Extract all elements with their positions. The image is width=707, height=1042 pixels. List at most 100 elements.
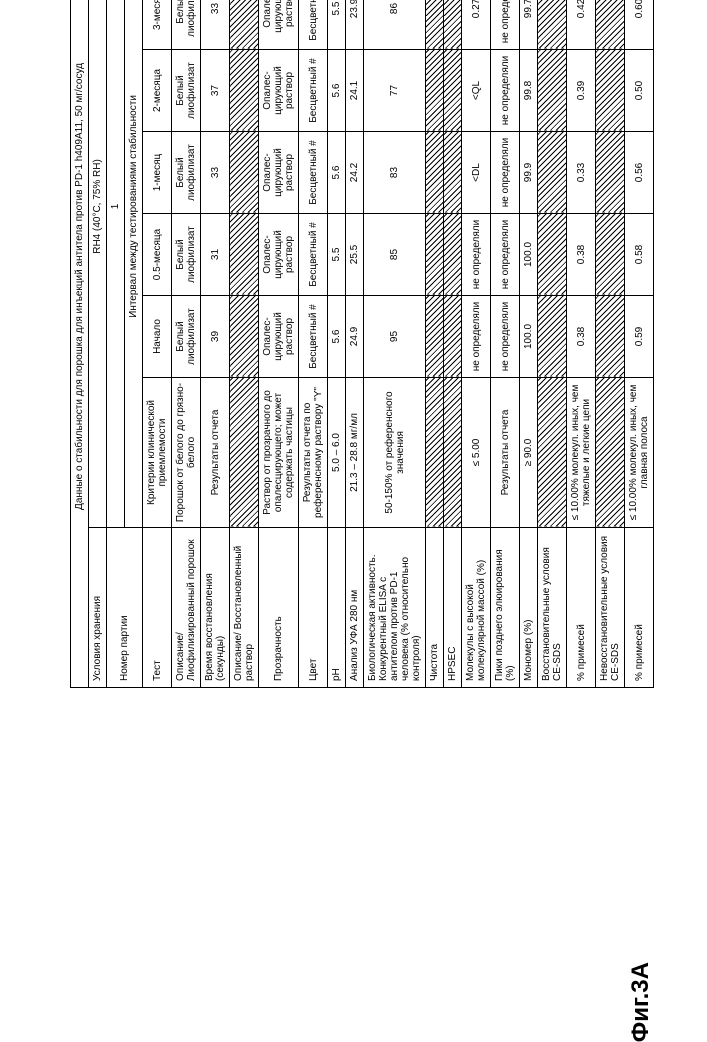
row-5-test: pH — [328, 528, 346, 688]
row-15-v1 — [596, 214, 625, 296]
col-criteria: Критерии клинической приемлемости — [143, 378, 172, 528]
row-13-v3 — [538, 50, 567, 132]
row-5-v2: 5.6 — [328, 132, 346, 214]
row-5-v1: 5.5 — [328, 214, 346, 296]
timepoint-4: 3-месяца — [143, 0, 172, 50]
row-6-v2: 24.2 — [346, 132, 364, 214]
row-9-v3 — [444, 50, 462, 132]
row-15-v0 — [596, 296, 625, 378]
row-8-v1 — [426, 214, 444, 296]
batch-label: Номер партии — [107, 528, 143, 688]
row-7-test: Биологическая активность. Конкурентный E… — [364, 528, 426, 688]
row-1-v1: 31 — [201, 214, 230, 296]
row-7-v3: 77 — [364, 50, 426, 132]
row-6-v1: 25.5 — [346, 214, 364, 296]
row-11-test: Пики позднего элюирования (%) — [491, 528, 520, 688]
row-8-v3 — [426, 50, 444, 132]
row-12-v3: 99.8 — [520, 50, 538, 132]
interval-label: Интервал между тестированиями стабильнос… — [125, 0, 143, 528]
row-14-v0: 0.38 — [567, 296, 596, 378]
row-9-v1 — [444, 214, 462, 296]
row-5-v4: 5.5 — [328, 0, 346, 50]
figure-label: Фиг.3А — [627, 962, 655, 1042]
row-11-v4: не определяли — [491, 0, 520, 50]
row-8-test: Чистота — [426, 528, 444, 688]
row-6-crit: 21.3 – 28.8 мг/мл — [346, 378, 364, 528]
row-11-crit: Результаты отчета — [491, 378, 520, 528]
row-3-test: Прозрачность — [259, 528, 299, 688]
row-14-test: % примесей — [567, 528, 596, 688]
stability-table-wrap: Данные о стабильности для порошка для ин… — [70, 113, 654, 688]
row-2-v4 — [230, 0, 259, 50]
row-2-v1 — [230, 214, 259, 296]
row-15-v4 — [596, 0, 625, 50]
row-0-v0: Белый лиофилизат — [172, 296, 201, 378]
batch-value: 1 — [107, 0, 125, 528]
row-11-v0: не определяли — [491, 296, 520, 378]
row-0-v1: Белый лиофилизат — [172, 214, 201, 296]
row-4-crit: Результаты отчета по референсному раство… — [299, 378, 328, 528]
timepoint-2: 1-месяц — [143, 132, 172, 214]
row-8-crit — [426, 378, 444, 528]
row-9-test: HPSEC — [444, 528, 462, 688]
timepoint-3: 2-месяца — [143, 50, 172, 132]
row-12-v2: 99.9 — [520, 132, 538, 214]
row-1-v2: 33 — [201, 132, 230, 214]
row-16-v3: 0.50 — [625, 50, 654, 132]
row-14-v4: 0.42 — [567, 0, 596, 50]
row-1-crit: Результаты отчета — [201, 378, 230, 528]
row-0-v2: Белый лиофилизат — [172, 132, 201, 214]
row-14-v2: 0.33 — [567, 132, 596, 214]
row-5-v3: 5.6 — [328, 50, 346, 132]
row-16-v4: 0.60 — [625, 0, 654, 50]
row-13-v1 — [538, 214, 567, 296]
row-3-crit: Раствор от прозрачного до опалесцирующег… — [259, 378, 299, 528]
row-4-v3: Бесцветный # — [299, 50, 328, 132]
row-0-v3: Белый лиофилизат — [172, 50, 201, 132]
row-10-v3: <QL — [462, 50, 491, 132]
row-6-test: Анализ УФА 280 нм — [346, 528, 364, 688]
row-11-v2: не определяли — [491, 132, 520, 214]
row-4-v4: Бесцветный # — [299, 0, 328, 50]
row-13-v0 — [538, 296, 567, 378]
row-12-v0: 100.0 — [520, 296, 538, 378]
timepoint-0: Начало — [143, 296, 172, 378]
storage-cond-label: Условия хранения — [89, 528, 107, 688]
row-1-test: Время восстановления (секунды) — [201, 528, 230, 688]
row-9-v0 — [444, 296, 462, 378]
row-2-crit — [230, 378, 259, 528]
row-12-v1: 100.0 — [520, 214, 538, 296]
row-10-v1: не определяли — [462, 214, 491, 296]
row-9-crit — [444, 378, 462, 528]
row-9-v4 — [444, 0, 462, 50]
row-4-v1: Бесцветный # — [299, 214, 328, 296]
row-8-v0 — [426, 296, 444, 378]
row-6-v3: 24.1 — [346, 50, 364, 132]
row-6-v4: 23.9 — [346, 0, 364, 50]
row-13-v2 — [538, 132, 567, 214]
row-2-v3 — [230, 50, 259, 132]
row-10-v2: <DL — [462, 132, 491, 214]
stability-table: Данные о стабильности для порошка для ин… — [70, 0, 654, 688]
row-2-v0 — [230, 296, 259, 378]
row-13-v4 — [538, 0, 567, 50]
row-16-v2: 0.56 — [625, 132, 654, 214]
row-12-v4: 99.7 — [520, 0, 538, 50]
row-9-v2 — [444, 132, 462, 214]
row-16-v1: 0.58 — [625, 214, 654, 296]
row-10-v4: 0.27 — [462, 0, 491, 50]
row-8-v2 — [426, 132, 444, 214]
row-14-crit: ≤ 10.00% молекул. иных, чем тяжелые и ле… — [567, 378, 596, 528]
row-3-v4: Опалес-цирующий раствор — [259, 0, 299, 50]
row-13-crit — [538, 378, 567, 528]
row-12-test: Мономер (%) — [520, 528, 538, 688]
row-3-v3: Опалес-цирующий раствор — [259, 50, 299, 132]
col-test: Тест — [143, 528, 172, 688]
table-title: Данные о стабильности для порошка для ин… — [71, 0, 89, 688]
row-15-crit — [596, 378, 625, 528]
row-0-crit: Порошок от белого до грязно-белого — [172, 378, 201, 528]
row-3-v0: Опалес-цирующий раствор — [259, 296, 299, 378]
row-1-v0: 39 — [201, 296, 230, 378]
row-14-v1: 0.38 — [567, 214, 596, 296]
storage-cond-value: RH4 (40°C, 75% RH) — [89, 0, 107, 528]
